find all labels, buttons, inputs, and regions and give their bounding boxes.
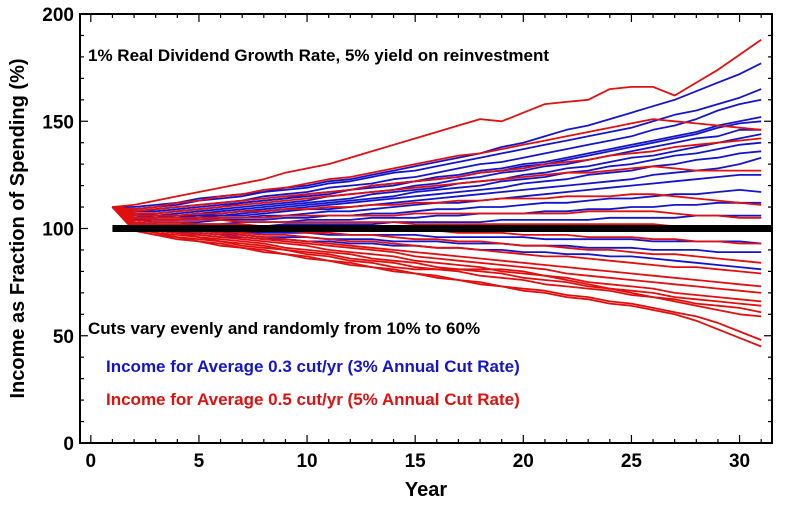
red-series-line-17: [111, 206, 762, 348]
x-axis-label: Year: [405, 479, 447, 501]
red-series-line-5: [111, 206, 762, 219]
legend-entry-red: Income for Average 0.5 cut/yr (5% Annual…: [106, 390, 520, 409]
x-tick-label: 20: [513, 451, 534, 472]
y-tick-label: 100: [42, 220, 74, 241]
red-series-line-6: [111, 206, 762, 230]
red-series-line-4: [112, 193, 762, 217]
x-tick-label: 0: [86, 451, 97, 472]
x-tick-label: 5: [194, 451, 205, 472]
x-tick-label: 30: [729, 451, 750, 472]
red-series-line-1: [112, 118, 762, 211]
red-series-line-10: [111, 206, 762, 288]
y-tick-label: 150: [42, 112, 74, 133]
annotation-cut-range: Cuts vary evenly and randomly from 10% t…: [88, 319, 480, 338]
x-tick-label: 15: [405, 451, 427, 472]
y-tick-label: 200: [42, 5, 74, 26]
blue-series-line-6: [112, 133, 762, 217]
blue-series-line-5: [112, 128, 762, 217]
legend-entry-blue: Income for Average 0.3 cut/yr (3% Annual…: [106, 357, 520, 376]
red-series-line-0: [112, 38, 762, 208]
blue-series-line-1: [112, 88, 762, 211]
red-series-line-13: [111, 206, 762, 307]
chart-title: 1% Real Dividend Growth Rate, 5% yield o…: [88, 46, 549, 65]
red-series-line-12: [111, 206, 762, 303]
red-series-line-16: [111, 206, 762, 341]
x-tick-label: 10: [296, 451, 317, 472]
red-series-line-15: [111, 206, 762, 318]
plot-area: [111, 38, 772, 348]
blue-series-line-3: [112, 116, 762, 213]
red-series-line-3: [112, 165, 762, 215]
y-axis-label: Income as Fraction of Spending (%): [7, 58, 29, 398]
red-series-line-11: [111, 206, 762, 294]
blue-series-line-9: [111, 156, 762, 221]
x-tick-label: 25: [621, 451, 643, 472]
y-tick-label: 50: [53, 327, 74, 348]
axes: 0 5 10 15 20 25 30 0 50 100 150 200: [42, 5, 772, 472]
red-series-line-2: [112, 137, 762, 213]
y-tick-label: 0: [63, 434, 74, 455]
